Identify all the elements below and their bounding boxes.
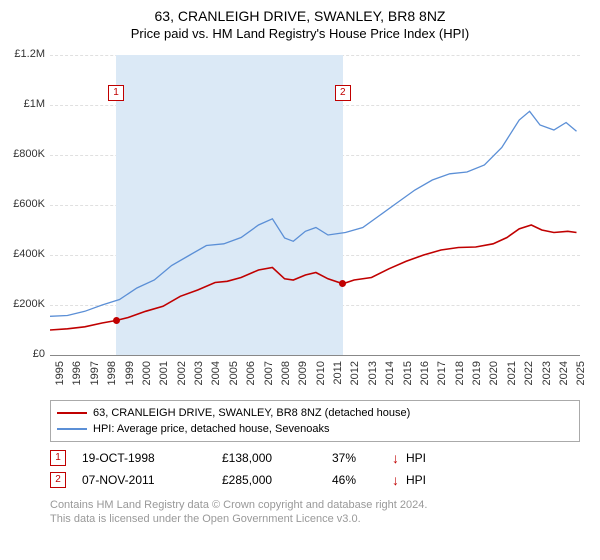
series-hpi [50,111,577,316]
x-tick-label: 1997 [89,361,101,401]
x-tick-label: 1995 [54,361,66,401]
x-tick-label: 2020 [488,361,500,401]
y-tick-label: £1M [0,98,45,110]
x-tick-label: 2015 [402,361,414,401]
x-tick-label: 2011 [332,361,344,401]
footer-attribution: Contains HM Land Registry data © Crown c… [50,498,427,526]
x-tick-label: 1996 [71,361,83,401]
x-tick-label: 2016 [419,361,431,401]
y-tick-label: £800K [0,148,45,160]
x-tick-label: 2024 [558,361,570,401]
x-tick-label: 2005 [228,361,240,401]
chart-lines-svg [50,55,580,355]
y-tick-label: £400K [0,248,45,260]
sales-table: 1 19-OCT-1998£138,00037%↓HPI 2 07-NOV-2011£… [50,447,580,491]
x-tick-label: 2017 [436,361,448,401]
x-tick-label: 2025 [575,361,587,401]
down-arrow-icon: ↓ [392,450,406,466]
legend-swatch [57,428,87,430]
legend-label: HPI: Average price, detached house, Seve… [93,422,329,436]
sale-row-marker: 1 [50,450,66,466]
x-tick-label: 2021 [506,361,518,401]
sale-row: 2 07-NOV-2011£285,00046%↓HPI [50,469,580,491]
x-tick-label: 2000 [141,361,153,401]
legend-row: HPI: Average price, detached house, Seve… [57,421,573,437]
x-tick-label: 2009 [297,361,309,401]
sale-pct: 46% [332,473,392,487]
legend-row: 63, CRANLEIGH DRIVE, SWANLEY, BR8 8NZ (d… [57,405,573,421]
page-container: 63, CRANLEIGH DRIVE, SWANLEY, BR8 8NZ Pr… [0,0,600,560]
y-tick-label: £1.2M [0,48,45,60]
x-tick-label: 2010 [315,361,327,401]
chart-legend: 63, CRANLEIGH DRIVE, SWANLEY, BR8 8NZ (d… [50,400,580,442]
sale-marker-dot [113,317,120,324]
x-tick-label: 2003 [193,361,205,401]
x-tick-label: 2014 [384,361,396,401]
sale-row: 1 19-OCT-1998£138,00037%↓HPI [50,447,580,469]
y-tick-label: £600K [0,198,45,210]
footer-line1: Contains HM Land Registry data © Crown c… [50,498,427,512]
chart-subtitle: Price paid vs. HM Land Registry's House … [0,24,600,45]
legend-label: 63, CRANLEIGH DRIVE, SWANLEY, BR8 8NZ (d… [93,406,410,420]
x-tick-label: 1999 [124,361,136,401]
x-tick-label: 2013 [367,361,379,401]
down-arrow-icon: ↓ [392,472,406,488]
y-tick-label: £200K [0,298,45,310]
sale-pct: 37% [332,451,392,465]
footer-line2: This data is licensed under the Open Gov… [50,512,427,526]
x-tick-label: 2008 [280,361,292,401]
legend-swatch [57,412,87,414]
sale-date: 07-NOV-2011 [82,473,222,487]
series-property [50,225,577,330]
x-tick-label: 2019 [471,361,483,401]
sale-row-marker: 2 [50,472,66,488]
sale-hpi-label: HPI [406,473,446,487]
x-tick-label: 2001 [158,361,170,401]
x-tick-label: 2002 [176,361,188,401]
x-tick-label: 2006 [245,361,257,401]
x-tick-label: 2022 [523,361,535,401]
sale-price: £285,000 [222,473,332,487]
sale-date: 19-OCT-1998 [82,451,222,465]
y-tick-label: £0 [0,348,45,360]
chart-title: 63, CRANLEIGH DRIVE, SWANLEY, BR8 8NZ [0,0,600,24]
sale-marker-box: 1 [108,85,124,101]
sale-price: £138,000 [222,451,332,465]
x-tick-label: 2023 [541,361,553,401]
x-tick-label: 2007 [263,361,275,401]
x-tick-label: 2018 [454,361,466,401]
sale-marker-box: 2 [335,85,351,101]
x-tick-label: 2004 [210,361,222,401]
x-tick-label: 2012 [349,361,361,401]
x-tick-label: 1998 [106,361,118,401]
sale-hpi-label: HPI [406,451,446,465]
